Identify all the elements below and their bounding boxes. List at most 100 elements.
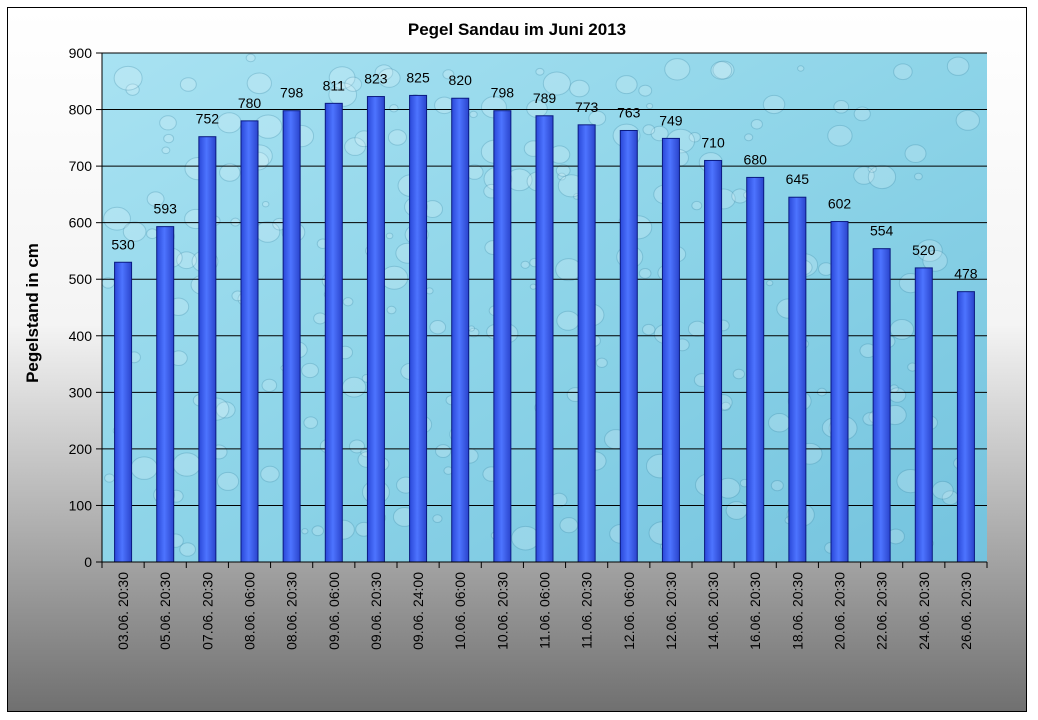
droplet bbox=[125, 83, 140, 96]
droplet bbox=[386, 305, 397, 315]
droplet bbox=[638, 267, 652, 279]
value-label: 789 bbox=[533, 90, 557, 106]
droplet bbox=[588, 110, 607, 126]
droplet bbox=[113, 65, 143, 91]
droplet bbox=[176, 251, 197, 270]
y-tick-label: 800 bbox=[69, 102, 93, 118]
droplet bbox=[313, 312, 327, 325]
droplet bbox=[385, 232, 394, 240]
droplet bbox=[555, 164, 571, 177]
value-label: 763 bbox=[617, 104, 641, 120]
droplet bbox=[389, 104, 399, 113]
droplet bbox=[122, 221, 147, 242]
droplet bbox=[762, 94, 786, 115]
droplet bbox=[246, 72, 272, 95]
value-label: 554 bbox=[870, 223, 894, 239]
droplet bbox=[916, 239, 943, 262]
value-label: 780 bbox=[238, 95, 262, 111]
bar bbox=[493, 110, 512, 563]
droplet bbox=[348, 439, 365, 454]
droplet bbox=[888, 387, 907, 403]
x-tick-label: 11.06. 06:00 bbox=[537, 572, 553, 649]
value-label: 773 bbox=[575, 99, 599, 115]
y-tick-label: 900 bbox=[69, 45, 93, 61]
bar bbox=[788, 196, 807, 563]
droplet bbox=[770, 480, 784, 492]
bar bbox=[535, 115, 554, 563]
bar bbox=[872, 248, 891, 563]
y-axis: 0 100 200 300 400 500 600 700 800 900 bbox=[69, 45, 103, 570]
value-label: 478 bbox=[954, 266, 978, 282]
droplet bbox=[646, 102, 654, 110]
droplet bbox=[904, 144, 927, 163]
x-tick-label: 08.06. 20:30 bbox=[284, 572, 300, 650]
droplet bbox=[946, 56, 970, 76]
droplet bbox=[172, 452, 202, 477]
droplet bbox=[469, 110, 478, 119]
value-label: 520 bbox=[912, 242, 936, 258]
x-tick-label: 16.06. 20:30 bbox=[747, 572, 763, 650]
value-label: 825 bbox=[406, 69, 430, 85]
droplet bbox=[301, 528, 309, 535]
droplet bbox=[731, 188, 749, 204]
droplet bbox=[442, 69, 455, 80]
droplet bbox=[691, 200, 703, 211]
droplet bbox=[687, 320, 707, 338]
droplet bbox=[556, 310, 580, 331]
droplet bbox=[535, 67, 545, 76]
droplet bbox=[342, 297, 354, 307]
x-tick-label: 03.06. 20:30 bbox=[115, 572, 131, 650]
droplet bbox=[429, 320, 447, 335]
bar bbox=[114, 261, 133, 563]
droplet bbox=[615, 75, 638, 95]
droplet bbox=[853, 106, 871, 122]
droplet bbox=[893, 63, 913, 81]
droplet bbox=[853, 166, 875, 185]
x-axis: 03.06. 20:30 05.06. 20:30 07.06. 20:30 08.0… bbox=[101, 561, 988, 650]
droplet bbox=[931, 480, 954, 500]
x-tick-label: 24.06. 20:30 bbox=[916, 572, 932, 650]
value-label: 680 bbox=[744, 151, 768, 167]
x-tick-label: 11.06. 20:30 bbox=[579, 572, 595, 649]
value-label: 820 bbox=[449, 72, 473, 88]
y-tick-label: 300 bbox=[69, 384, 93, 400]
value-label: 798 bbox=[280, 85, 304, 101]
droplet bbox=[542, 71, 571, 96]
droplet bbox=[664, 58, 691, 81]
droplet bbox=[511, 525, 540, 551]
value-label: 530 bbox=[111, 236, 135, 252]
droplet bbox=[725, 501, 748, 520]
bar bbox=[704, 159, 723, 563]
droplet bbox=[260, 465, 280, 483]
bar bbox=[198, 136, 217, 563]
droplet bbox=[529, 283, 537, 290]
droplet bbox=[344, 76, 363, 92]
value-label: 710 bbox=[701, 134, 725, 150]
bar bbox=[240, 120, 259, 563]
value-label: 593 bbox=[154, 201, 178, 217]
value-label: 811 bbox=[323, 77, 346, 93]
y-tick-label: 100 bbox=[69, 497, 93, 513]
x-tick-label: 09.06. 20:30 bbox=[368, 572, 384, 650]
droplet bbox=[712, 60, 735, 80]
chart-title: Pegel Sandau im Juni 2013 bbox=[408, 20, 626, 39]
droplet bbox=[827, 124, 853, 147]
y-tick-label: 700 bbox=[69, 158, 93, 174]
droplet bbox=[344, 137, 366, 156]
bar bbox=[577, 124, 596, 563]
droplet bbox=[261, 378, 278, 393]
droplet bbox=[557, 172, 567, 181]
droplet bbox=[867, 164, 897, 190]
droplet bbox=[768, 413, 791, 433]
x-tick-label: 08.06. 06:00 bbox=[242, 572, 258, 650]
y-tick-label: 500 bbox=[69, 271, 93, 287]
value-label: 749 bbox=[659, 112, 683, 128]
value-labels: 530 593 752 780 798 811 823 825 820 798 789 773 763 7… bbox=[111, 69, 977, 281]
droplet bbox=[642, 124, 656, 136]
droplet bbox=[161, 146, 171, 155]
droplet bbox=[262, 200, 270, 208]
droplet bbox=[103, 206, 131, 231]
bar bbox=[409, 94, 428, 563]
droplet bbox=[766, 279, 774, 287]
droplet bbox=[104, 473, 115, 483]
